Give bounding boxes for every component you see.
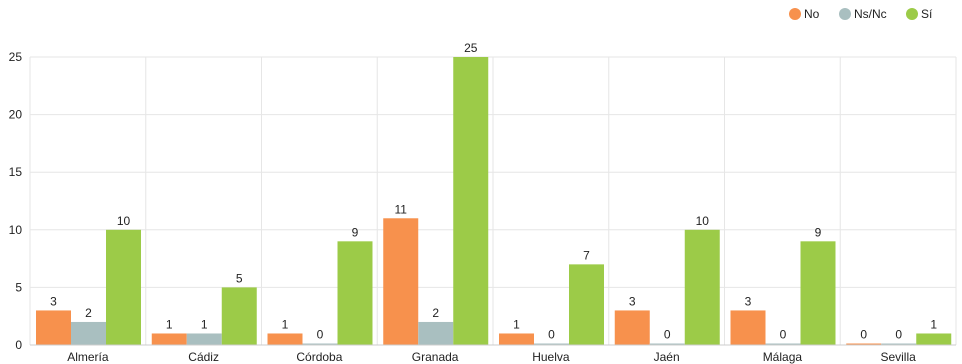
data-label: 0 [664, 328, 671, 342]
x-tick-label: Cádiz [188, 350, 219, 364]
bar-s-[interactable] [684, 229, 720, 345]
bar-no[interactable] [614, 310, 650, 345]
bar-ns-nc[interactable] [418, 321, 454, 345]
data-label: 3 [629, 294, 636, 308]
y-tick-label: 10 [9, 223, 23, 237]
legend-marker[interactable] [839, 8, 851, 20]
legend-label[interactable]: Ns/Nc [854, 7, 887, 21]
y-tick-label: 15 [9, 165, 23, 179]
data-label: 9 [815, 225, 822, 239]
bar-s-[interactable] [453, 57, 489, 345]
data-label: 0 [548, 328, 555, 342]
y-tick-label: 0 [15, 338, 22, 352]
x-tick-label: Huelva [532, 350, 570, 364]
y-tick-label: 5 [15, 280, 22, 294]
bar-no[interactable] [846, 343, 882, 346]
data-label: 1 [282, 317, 289, 331]
bar-ns-nc[interactable] [765, 343, 801, 346]
bar-ns-nc[interactable] [534, 343, 569, 346]
data-label: 2 [432, 306, 439, 320]
y-tick-label: 20 [9, 108, 23, 122]
data-label: 5 [236, 271, 243, 285]
data-label: 1 [166, 317, 173, 331]
data-label: 25 [464, 41, 478, 55]
data-label: 0 [895, 328, 902, 342]
bar-ns-nc[interactable] [302, 343, 338, 346]
bar-s-[interactable] [337, 241, 373, 345]
legend-label[interactable]: No [804, 7, 820, 21]
x-tick-label: Jaén [654, 350, 680, 364]
bar-no[interactable] [267, 333, 303, 345]
bar-no[interactable] [36, 310, 71, 345]
data-label: 0 [860, 328, 867, 342]
x-tick-label: Almería [67, 350, 109, 364]
x-tick-label: Málaga [763, 350, 803, 364]
grid-lines [29, 56, 957, 346]
data-label: 10 [117, 214, 131, 228]
legend-marker[interactable] [906, 8, 918, 20]
data-label: 3 [745, 294, 752, 308]
data-label: 0 [317, 328, 324, 342]
data-label: 1 [930, 317, 937, 331]
data-label: 1 [513, 317, 520, 331]
bar-ns-nc[interactable] [186, 333, 222, 345]
bar-no[interactable] [383, 218, 419, 345]
bar-s-[interactable] [569, 264, 604, 345]
bar-s-[interactable] [800, 241, 836, 345]
x-tick-label: Granada [412, 350, 459, 364]
bar-s-[interactable] [106, 229, 141, 345]
bar-no[interactable] [151, 333, 187, 345]
bar-ns-nc[interactable] [649, 343, 685, 346]
data-label: 3 [50, 294, 57, 308]
x-tick-label: Sevilla [880, 350, 916, 364]
x-tick-label: Córdoba [296, 350, 342, 364]
y-tick-label: 25 [9, 50, 23, 64]
legend-marker[interactable] [789, 8, 801, 20]
legend[interactable]: No Ns/Nc Sí [789, 7, 933, 21]
bar-no[interactable] [730, 310, 766, 345]
bar-ns-nc[interactable] [71, 321, 106, 345]
data-label: 10 [696, 214, 710, 228]
data-label: 1 [201, 317, 208, 331]
data-label: 7 [583, 248, 590, 262]
data-label: 9 [352, 225, 359, 239]
bar-no[interactable] [499, 333, 534, 345]
data-label: 0 [780, 328, 787, 342]
bars [36, 57, 952, 346]
bar-s-[interactable] [916, 333, 952, 345]
data-label: 11 [395, 202, 408, 216]
legend-label[interactable]: Sí [921, 7, 933, 21]
bar-s-[interactable] [221, 287, 257, 345]
bar-ns-nc[interactable] [881, 343, 917, 346]
data-label: 2 [85, 306, 92, 320]
